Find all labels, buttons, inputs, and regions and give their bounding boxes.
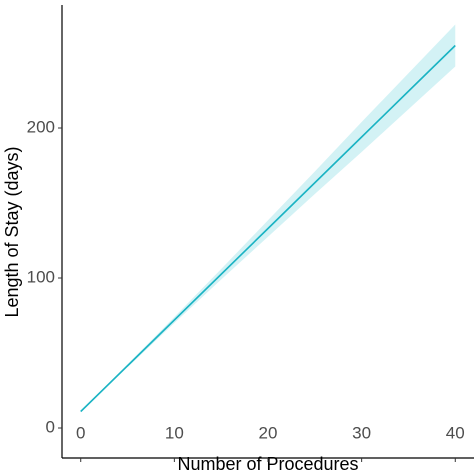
x-tick-label: 0: [76, 424, 85, 443]
x-tick-label: 10: [165, 424, 184, 443]
x-axis-title: Number of Procedures: [177, 454, 358, 474]
x-tick-label: 30: [352, 424, 371, 443]
x-tick-label: 40: [446, 424, 465, 443]
y-tick-label: 200: [27, 117, 55, 136]
y-tick-label: 100: [27, 267, 55, 286]
confidence-band: [80, 24, 456, 413]
y-tick-label: 0: [46, 417, 55, 436]
line: [80, 44, 456, 413]
y-axis-title: Length of Stay (days): [2, 146, 22, 317]
x-tick-label: 20: [259, 424, 278, 443]
